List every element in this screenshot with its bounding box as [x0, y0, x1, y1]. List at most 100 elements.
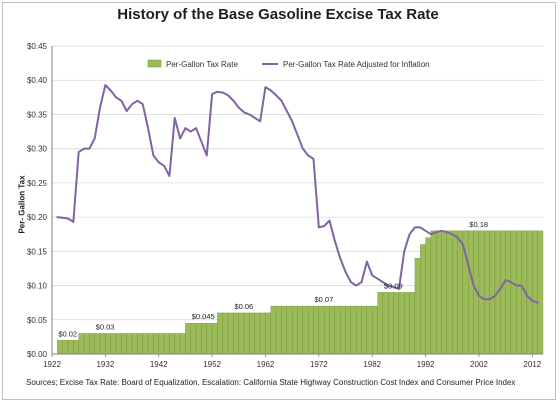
tax-rate-bar — [244, 313, 249, 354]
tax-rate-bar — [95, 333, 100, 354]
tax-rate-bar — [442, 231, 447, 354]
tax-rate-bar — [164, 333, 169, 354]
data-label: $0.18 — [469, 220, 488, 229]
tax-rate-bar — [217, 313, 222, 354]
tax-rate-bar — [73, 340, 78, 354]
tax-rate-bar — [436, 231, 441, 354]
tax-rate-bar — [426, 238, 431, 354]
tax-rate-bar — [127, 333, 132, 354]
legend-bar-label: Per-Gallon Tax Rate — [166, 60, 238, 69]
tax-rate-bar — [276, 306, 281, 354]
tax-rate-bar — [447, 231, 452, 354]
data-label: $0.03 — [96, 322, 115, 331]
x-tick-label: 2002 — [470, 360, 488, 369]
tax-rate-bar — [292, 306, 297, 354]
tax-rate-bar — [394, 292, 399, 354]
x-tick-label: 1962 — [257, 360, 275, 369]
y-tick-label: $0.00 — [27, 350, 48, 359]
tax-rate-bar — [207, 323, 212, 354]
tax-rate-bar — [399, 292, 404, 354]
tax-rate-bar — [303, 306, 308, 354]
tax-rate-bar — [63, 340, 68, 354]
y-tick-label: $0.45 — [27, 42, 48, 51]
x-tick-label: 1992 — [417, 360, 435, 369]
y-tick-label: $0.15 — [27, 247, 48, 256]
tax-rate-bar — [57, 340, 62, 354]
tax-rate-bar — [340, 306, 345, 354]
tax-rate-bar — [68, 340, 73, 354]
tax-rate-bar — [335, 306, 340, 354]
tax-rate-bar — [351, 306, 356, 354]
tax-rate-bar — [111, 333, 116, 354]
y-tick-label: $0.30 — [27, 145, 48, 154]
tax-rate-bar — [271, 306, 276, 354]
x-tick-label: 1982 — [363, 360, 381, 369]
y-tick-label: $0.05 — [27, 316, 48, 325]
tax-rate-bar — [223, 313, 228, 354]
tax-rate-bar — [159, 333, 164, 354]
tax-rate-bar — [265, 313, 270, 354]
tax-rate-bar — [388, 292, 393, 354]
tax-rate-bar — [356, 306, 361, 354]
tax-rate-bar — [346, 306, 351, 354]
tax-rate-bar — [228, 313, 233, 354]
tax-rate-bar — [308, 306, 313, 354]
data-label: $0.02 — [58, 329, 77, 338]
tax-rate-bar — [121, 333, 126, 354]
tax-rate-bar — [500, 231, 505, 354]
x-tick-label: 1922 — [43, 360, 61, 369]
tax-rate-bar — [458, 231, 463, 354]
legend: Per-Gallon Tax Rate Per-Gallon Tax Rate A… — [148, 60, 430, 69]
data-label: $0.07 — [315, 295, 334, 304]
y-tick-label: $0.35 — [27, 110, 48, 119]
x-tick-label: 1942 — [150, 360, 168, 369]
tax-rate-bar — [511, 231, 516, 354]
tax-rate-bar — [185, 323, 190, 354]
tax-rate-bar — [324, 306, 329, 354]
tax-rate-bar — [431, 231, 436, 354]
tax-rate-bar — [319, 306, 324, 354]
y-tick-label: $0.10 — [27, 282, 48, 291]
data-label: $0.045 — [192, 312, 215, 321]
x-tick-label: 1952 — [203, 360, 221, 369]
tax-rate-bar — [404, 292, 409, 354]
x-tick-label: 2012 — [523, 360, 541, 369]
tax-rate-bar — [255, 313, 260, 354]
tax-rate-bar — [212, 323, 217, 354]
tax-rate-bar — [79, 333, 84, 354]
data-label: $0.06 — [234, 302, 253, 311]
tax-rate-bar — [233, 313, 238, 354]
bar-series — [57, 231, 543, 354]
tax-rate-bar — [468, 231, 473, 354]
y-tick-label: $0.25 — [27, 179, 48, 188]
tax-rate-bar — [239, 313, 244, 354]
tax-rate-bar — [89, 333, 94, 354]
tax-rate-bar — [175, 333, 180, 354]
tax-rate-bar — [372, 306, 377, 354]
tax-rate-bar — [180, 333, 185, 354]
tax-rate-bar — [452, 231, 457, 354]
tax-rate-bar — [298, 306, 303, 354]
tax-rate-bar — [479, 231, 484, 354]
tax-rate-bar — [148, 333, 153, 354]
tax-rate-bar — [169, 333, 174, 354]
tax-rate-bar — [527, 231, 532, 354]
tax-rate-bar — [410, 292, 415, 354]
x-tick-label: 1972 — [310, 360, 328, 369]
chart-source: Sources; Excise Tax Rate: Board of Equal… — [26, 378, 515, 387]
tax-rate-bar — [260, 313, 265, 354]
tax-rate-bar — [314, 306, 319, 354]
tax-rate-bar — [378, 292, 383, 354]
tax-rate-bar — [516, 231, 521, 354]
tax-rate-bar — [367, 306, 372, 354]
legend-line-label: Per-Gallon Tax Rate Adjusted for Inflati… — [283, 60, 430, 69]
tax-rate-bar — [362, 306, 367, 354]
tax-rate-bar — [84, 333, 89, 354]
y-tick-label: $0.20 — [27, 213, 48, 222]
tax-rate-bar — [249, 313, 254, 354]
tax-rate-bar — [116, 333, 121, 354]
tax-rate-bar — [143, 333, 148, 354]
tax-rate-bar — [100, 333, 105, 354]
tax-rate-bar — [538, 231, 543, 354]
